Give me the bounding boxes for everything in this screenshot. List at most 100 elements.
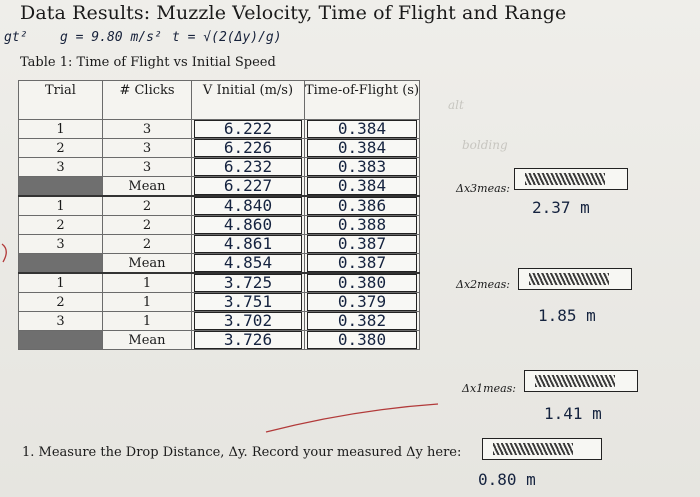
dx3-value: 2.37 m xyxy=(532,198,590,217)
dx2-label: Δx2meas: xyxy=(456,278,510,291)
trial-cell: 3 xyxy=(18,157,103,177)
dx1-label: Δx1meas: xyxy=(462,382,516,395)
drop-distance-instruction: 1. Measure the Drop Distance, Δy. Record… xyxy=(22,445,462,460)
page-title: Data Results: Muzzle Velocity, Time of F… xyxy=(20,2,567,24)
trial-cell: 2 xyxy=(18,138,103,158)
v-cell[interactable]: 4.840 xyxy=(191,195,305,216)
dx2-input-box[interactable] xyxy=(518,268,632,290)
trial-cell: 1 xyxy=(18,272,103,293)
mean-label: Mean xyxy=(102,176,192,197)
t-cell[interactable]: 0.382 xyxy=(304,311,420,331)
results-table: Trial # Clicks V Initial (m/s) Time-of-F… xyxy=(18,80,420,350)
v-cell[interactable]: 6.222 xyxy=(191,119,305,139)
note-formula: t = √(2(Δy)/g) xyxy=(172,30,282,45)
trial-cell: 2 xyxy=(18,215,103,235)
note-gravity: g = 9.80 m/s² xyxy=(60,30,162,45)
table-row: 1 1 3.725 0.380 xyxy=(18,272,420,293)
t-value: 0.380 xyxy=(307,274,417,292)
t-cell[interactable]: 0.387 xyxy=(304,234,420,254)
table-row: 3 2 4.861 0.387 xyxy=(18,234,420,254)
clicks-cell: 2 xyxy=(102,234,192,254)
mean-gray-cell xyxy=(18,253,103,274)
trial-cell: 3 xyxy=(18,311,103,331)
t-value: 0.384 xyxy=(307,120,417,138)
t-value: 0.379 xyxy=(307,293,417,311)
table-row: 1 3 6.222 0.384 xyxy=(18,119,420,139)
table-row: 2 1 3.751 0.379 xyxy=(18,292,420,312)
faint-text: bolding xyxy=(462,138,508,152)
v-cell[interactable]: 4.861 xyxy=(191,234,305,254)
v-value: 4.840 xyxy=(194,197,302,215)
faint-text: alt xyxy=(448,98,464,112)
t-cell[interactable]: 0.386 xyxy=(304,195,420,216)
t-mean-cell[interactable]: 0.387 xyxy=(304,253,420,274)
table-row: 2 3 6.226 0.384 xyxy=(18,138,420,158)
v-value: 6.226 xyxy=(194,139,302,157)
v-cell[interactable]: 6.232 xyxy=(191,157,305,177)
table-row: 2 2 4.860 0.388 xyxy=(18,215,420,235)
clicks-cell: 3 xyxy=(102,119,192,139)
header-clicks: # Clicks xyxy=(102,80,192,120)
clicks-cell: 3 xyxy=(102,157,192,177)
v-cell[interactable]: 3.725 xyxy=(191,272,305,293)
dx1-value: 1.41 m xyxy=(544,404,602,423)
t-value: 0.382 xyxy=(307,312,417,330)
t-cell[interactable]: 0.379 xyxy=(304,292,420,312)
t-value: 0.386 xyxy=(307,197,417,215)
table-row: 1 2 4.840 0.386 xyxy=(18,195,420,216)
scribble-mark xyxy=(535,375,615,387)
table-header-row: Trial # Clicks V Initial (m/s) Time-of-F… xyxy=(18,80,420,120)
trial-cell: 1 xyxy=(18,119,103,139)
t-value: 0.383 xyxy=(307,158,417,176)
clicks-cell: 2 xyxy=(102,195,192,216)
note-gt2: gt² xyxy=(4,30,28,45)
v-cell[interactable]: 6.226 xyxy=(191,138,305,158)
dx3-input-box[interactable] xyxy=(514,168,628,190)
mean-label: Mean xyxy=(102,330,192,350)
v-mean-cell[interactable]: 6.227 xyxy=(191,176,305,197)
v-cell[interactable]: 4.860 xyxy=(191,215,305,235)
v-cell[interactable]: 3.702 xyxy=(191,311,305,331)
clicks-cell: 1 xyxy=(102,311,192,331)
v-cell[interactable]: 3.751 xyxy=(191,292,305,312)
mean-row: Mean 3.726 0.380 xyxy=(18,330,420,350)
v-mean-cell[interactable]: 3.726 xyxy=(191,330,305,350)
t-cell[interactable]: 0.384 xyxy=(304,138,420,158)
t-value: 0.384 xyxy=(307,139,417,157)
scribble-mark xyxy=(529,273,609,285)
scribble-mark xyxy=(493,443,573,455)
dx3-label: Δx3meas: xyxy=(456,182,510,195)
header-trial: Trial xyxy=(18,80,103,120)
v-mean-value: 6.227 xyxy=(194,177,302,195)
trial-cell: 3 xyxy=(18,234,103,254)
t-cell[interactable]: 0.383 xyxy=(304,157,420,177)
v-mean-cell[interactable]: 4.854 xyxy=(191,253,305,274)
dy-value: 0.80 m xyxy=(478,470,536,489)
t-mean-cell[interactable]: 0.380 xyxy=(304,330,420,350)
table-caption: Table 1: Time of Flight vs Initial Speed xyxy=(20,55,276,70)
header-time-of-flight: Time-of-Flight (s) xyxy=(304,80,420,120)
t-mean-value: 0.387 xyxy=(307,254,417,272)
mean-row: Mean 6.227 0.384 xyxy=(18,176,420,197)
dx1-input-box[interactable] xyxy=(524,370,638,392)
t-value: 0.388 xyxy=(307,216,417,234)
v-mean-value: 3.726 xyxy=(194,331,302,349)
trial-cell: 1 xyxy=(18,195,103,216)
v-value: 3.725 xyxy=(194,274,302,292)
t-mean-cell[interactable]: 0.384 xyxy=(304,176,420,197)
table-row: 3 1 3.702 0.382 xyxy=(18,311,420,331)
scribble-mark xyxy=(525,173,605,185)
t-cell[interactable]: 0.380 xyxy=(304,272,420,293)
mean-gray-cell xyxy=(18,330,103,350)
t-mean-value: 0.380 xyxy=(307,331,417,349)
t-cell[interactable]: 0.384 xyxy=(304,119,420,139)
v-value: 3.751 xyxy=(194,293,302,311)
dx2-value: 1.85 m xyxy=(538,306,596,325)
t-cell[interactable]: 0.388 xyxy=(304,215,420,235)
clicks-cell: 1 xyxy=(102,292,192,312)
v-value: 4.861 xyxy=(194,235,302,253)
mean-row: Mean 4.854 0.387 xyxy=(18,253,420,274)
mean-label: Mean xyxy=(102,253,192,274)
dy-input-box[interactable] xyxy=(482,438,602,460)
t-mean-value: 0.384 xyxy=(307,177,417,195)
